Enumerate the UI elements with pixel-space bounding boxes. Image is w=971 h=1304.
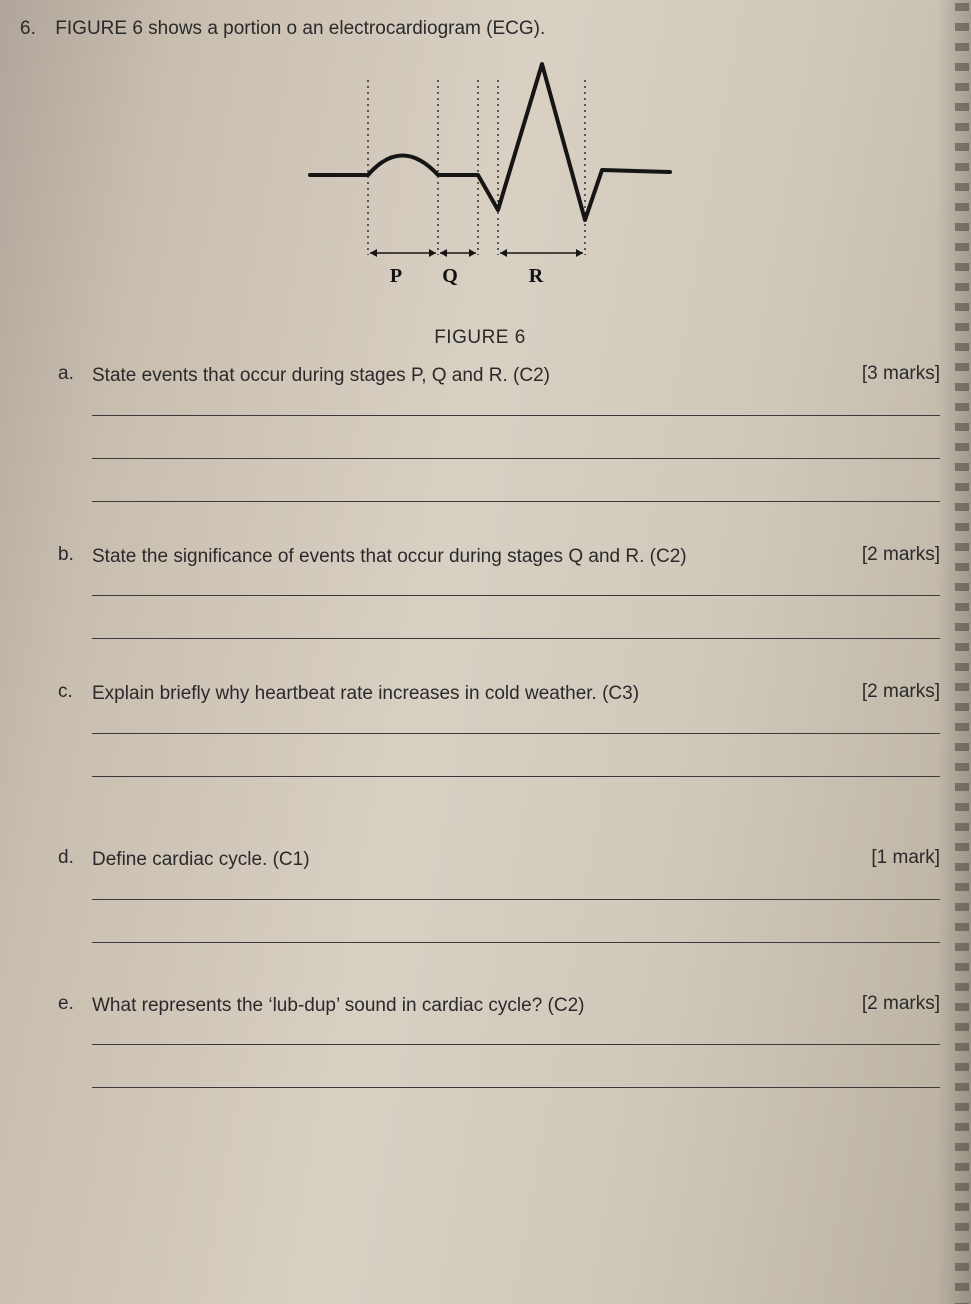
- ecg-label-q: Q: [442, 265, 458, 287]
- subquestion-b: b.State the significance of events that …: [58, 544, 940, 640]
- subquestion-letter: b.: [58, 544, 92, 566]
- marks-label: [3 marks]: [830, 363, 940, 385]
- subquestion-row: a.State events that occur during stages …: [58, 363, 940, 389]
- subquestion-row: c.Explain briefly why heartbeat rate inc…: [58, 681, 940, 707]
- subquestion-text: State events that occur during stages P,…: [92, 363, 830, 389]
- answer-lines: [92, 733, 940, 777]
- answer-line[interactable]: [92, 458, 940, 459]
- worksheet-page: 6. FIGURE 6 shows a portion o an electro…: [20, 18, 940, 1130]
- question-number: 6.: [20, 18, 50, 40]
- subquestion-row: b.State the significance of events that …: [58, 544, 940, 570]
- spiral-binding: [955, 0, 969, 1304]
- ecg-figure: P Q R: [20, 50, 940, 315]
- question-stem: FIGURE 6 shows a portion o an electrocar…: [55, 18, 545, 39]
- answer-lines: [92, 1044, 940, 1088]
- question-header: 6. FIGURE 6 shows a portion o an electro…: [20, 18, 940, 40]
- answer-lines: [92, 415, 940, 502]
- ecg-label-p: P: [390, 265, 402, 287]
- subquestion-a: a.State events that occur during stages …: [58, 363, 940, 502]
- ecg-waveform-diagram: P Q R: [280, 50, 680, 310]
- subquestion-c: c.Explain briefly why heartbeat rate inc…: [58, 681, 940, 777]
- ecg-label-r: R: [529, 265, 544, 287]
- subquestion-letter: d.: [58, 847, 92, 869]
- page-gutter-shadow: [937, 0, 971, 1304]
- marks-label: [2 marks]: [830, 544, 940, 566]
- marks-label: [1 mark]: [830, 847, 940, 869]
- answer-lines: [92, 595, 940, 639]
- figure-caption: FIGURE 6: [20, 327, 940, 349]
- subquestion-text: Explain briefly why heartbeat rate incre…: [92, 681, 830, 707]
- subquestions-container: a.State events that occur during stages …: [20, 363, 940, 1088]
- subquestion-row: d.Define cardiac cycle. (C1)[1 mark]: [58, 847, 940, 873]
- answer-line[interactable]: [92, 899, 940, 900]
- marks-label: [2 marks]: [830, 993, 940, 1015]
- answer-line[interactable]: [92, 942, 940, 943]
- subquestion-letter: a.: [58, 363, 92, 385]
- answer-line[interactable]: [92, 1044, 940, 1045]
- answer-line[interactable]: [92, 595, 940, 596]
- answer-line[interactable]: [92, 501, 940, 502]
- answer-line[interactable]: [92, 415, 940, 416]
- subquestion-e: e.What represents the ‘lub-dup’ sound in…: [58, 993, 940, 1089]
- answer-line[interactable]: [92, 638, 940, 639]
- subquestion-row: e.What represents the ‘lub-dup’ sound in…: [58, 993, 940, 1019]
- answer-line[interactable]: [92, 733, 940, 734]
- subquestion-d: d.Define cardiac cycle. (C1)[1 mark]: [58, 847, 940, 943]
- marks-label: [2 marks]: [830, 681, 940, 703]
- subquestion-text: Define cardiac cycle. (C1): [92, 847, 830, 873]
- subquestion-text: State the significance of events that oc…: [92, 544, 830, 570]
- subquestion-text: What represents the ‘lub-dup’ sound in c…: [92, 993, 830, 1019]
- subquestion-letter: e.: [58, 993, 92, 1015]
- subquestion-letter: c.: [58, 681, 92, 703]
- answer-line[interactable]: [92, 776, 940, 777]
- answer-lines: [92, 899, 940, 943]
- answer-line[interactable]: [92, 1087, 940, 1088]
